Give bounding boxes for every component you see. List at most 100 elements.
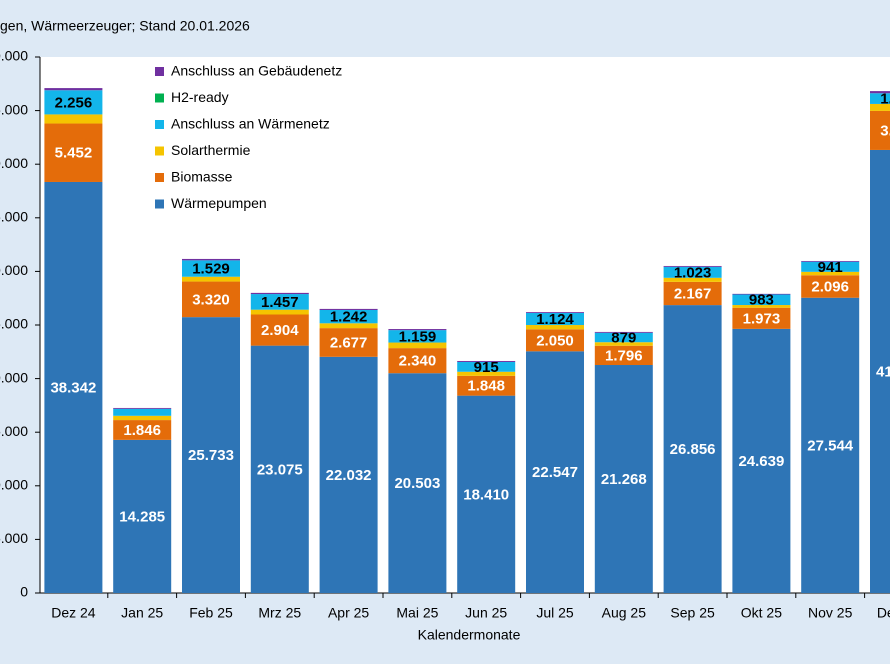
- value-label: 879: [611, 329, 636, 346]
- x-tick-label: Jun 25: [465, 605, 507, 621]
- bar-segment: [732, 307, 791, 329]
- value-label: 20.503: [394, 475, 440, 492]
- value-label: 1.159: [399, 328, 437, 345]
- x-tick-label: Dez 24: [51, 605, 96, 621]
- y-tick-label: 35.000: [0, 209, 28, 225]
- x-tick-label: Apr 25: [328, 605, 369, 621]
- bar-segment: [388, 342, 447, 349]
- bar-segment: [594, 365, 653, 593]
- legend-label: Solarthermie: [171, 142, 251, 158]
- bar-segment: [526, 312, 584, 326]
- legend-swatch: [155, 67, 164, 76]
- value-label: 18.410: [463, 486, 509, 503]
- value-label: 1.000: [880, 91, 890, 108]
- value-label: 27.544: [807, 437, 854, 454]
- bar-segment: [801, 260, 860, 262]
- bar-segment: [732, 294, 791, 306]
- x-tick-label: Okt 25: [741, 605, 782, 621]
- bar-segment: [44, 123, 103, 182]
- bar-segment: [182, 281, 240, 318]
- bar-segment: [319, 328, 378, 357]
- y-tick-label: 40.000: [0, 155, 28, 171]
- bar-segment: [113, 407, 172, 409]
- value-label: 1.848: [467, 378, 505, 395]
- value-label: 1.973: [743, 310, 781, 327]
- legend-swatch: [155, 199, 164, 209]
- bar-segment: [319, 308, 378, 310]
- value-label: 983: [749, 292, 774, 309]
- bar-segment: [594, 331, 653, 333]
- bar-segment: [457, 361, 516, 372]
- value-label: 3.320: [192, 291, 230, 308]
- bar-segment: [250, 292, 309, 295]
- legend-label: Wärmepumpen: [171, 195, 267, 211]
- bar-segment: [319, 323, 378, 329]
- y-tick-label: 25.000: [0, 316, 28, 332]
- value-label: 2.096: [811, 278, 849, 295]
- y-tick-label: 10.000: [0, 477, 28, 493]
- bar-segment: [113, 408, 172, 416]
- bar-segment: [526, 329, 584, 352]
- y-tick-label: 50.000: [0, 48, 28, 64]
- bar-segment: [663, 266, 722, 278]
- bar-segment: [113, 415, 172, 421]
- bar-segment: [457, 375, 516, 396]
- bar-segment: [594, 342, 653, 346]
- x-axis-title: Kalendermonate: [418, 627, 521, 643]
- value-label: 3.640: [880, 122, 890, 139]
- bar-segment: [44, 181, 103, 593]
- legend-swatch: [155, 146, 164, 156]
- value-label: 2.167: [674, 285, 712, 302]
- y-tick-label: 15.000: [0, 423, 28, 439]
- bar-segment: [870, 149, 890, 594]
- value-label: 2.256: [55, 94, 93, 111]
- chart-title: gen, Wärmeerzeuger; Stand 20.01.2026: [0, 18, 250, 34]
- legend-label: Biomasse: [171, 169, 233, 185]
- value-label: 22.547: [532, 464, 578, 481]
- legend-swatch: [155, 120, 164, 129]
- bar-segment: [250, 309, 309, 315]
- value-label: 1.457: [261, 294, 299, 311]
- value-label: 1.529: [192, 261, 230, 278]
- value-label: 24.639: [738, 453, 784, 470]
- bar-segment: [663, 277, 722, 282]
- value-label: 1.846: [123, 422, 161, 439]
- bar-segment: [663, 265, 722, 267]
- x-tick-label: Dez 25: [877, 605, 890, 621]
- bar-segment: [113, 439, 172, 593]
- bar-segment: [319, 309, 378, 324]
- bar-segment: [870, 103, 890, 111]
- bar-segment: [801, 261, 860, 272]
- x-tick-label: Mrz 25: [258, 605, 301, 621]
- bar-segment: [870, 93, 890, 104]
- value-label: 2.050: [536, 332, 574, 349]
- legend-label: Anschluss an Wärmenetz: [171, 116, 330, 132]
- bar-segment: [250, 345, 309, 593]
- x-tick-label: Jan 25: [121, 605, 163, 621]
- bar-segment: [457, 360, 516, 362]
- value-label: 2.340: [399, 353, 437, 370]
- bar-segment: [801, 271, 860, 276]
- value-label: 25.733: [188, 447, 234, 464]
- bar-segment: [457, 371, 516, 376]
- x-tick-label: Feb 25: [189, 605, 233, 621]
- bar-segment: [250, 314, 309, 346]
- y-tick-label: 20.000: [0, 369, 28, 385]
- bar-segment: [388, 373, 447, 593]
- bar-segment: [250, 294, 309, 310]
- value-label: 1.023: [674, 264, 712, 281]
- value-label: 2.904: [261, 322, 299, 339]
- bar-segment: [801, 297, 860, 593]
- value-label: 915: [474, 359, 499, 376]
- bar-segment: [44, 114, 103, 124]
- bar-segment: [526, 351, 584, 593]
- value-label: 41.330: [876, 363, 890, 380]
- value-label: 2.677: [330, 334, 368, 351]
- value-label: 1.242: [330, 309, 368, 326]
- bar-segment: [663, 281, 722, 306]
- value-label: 26.856: [670, 441, 716, 458]
- value-label: 14.285: [119, 508, 165, 525]
- bar-segment: [319, 356, 378, 593]
